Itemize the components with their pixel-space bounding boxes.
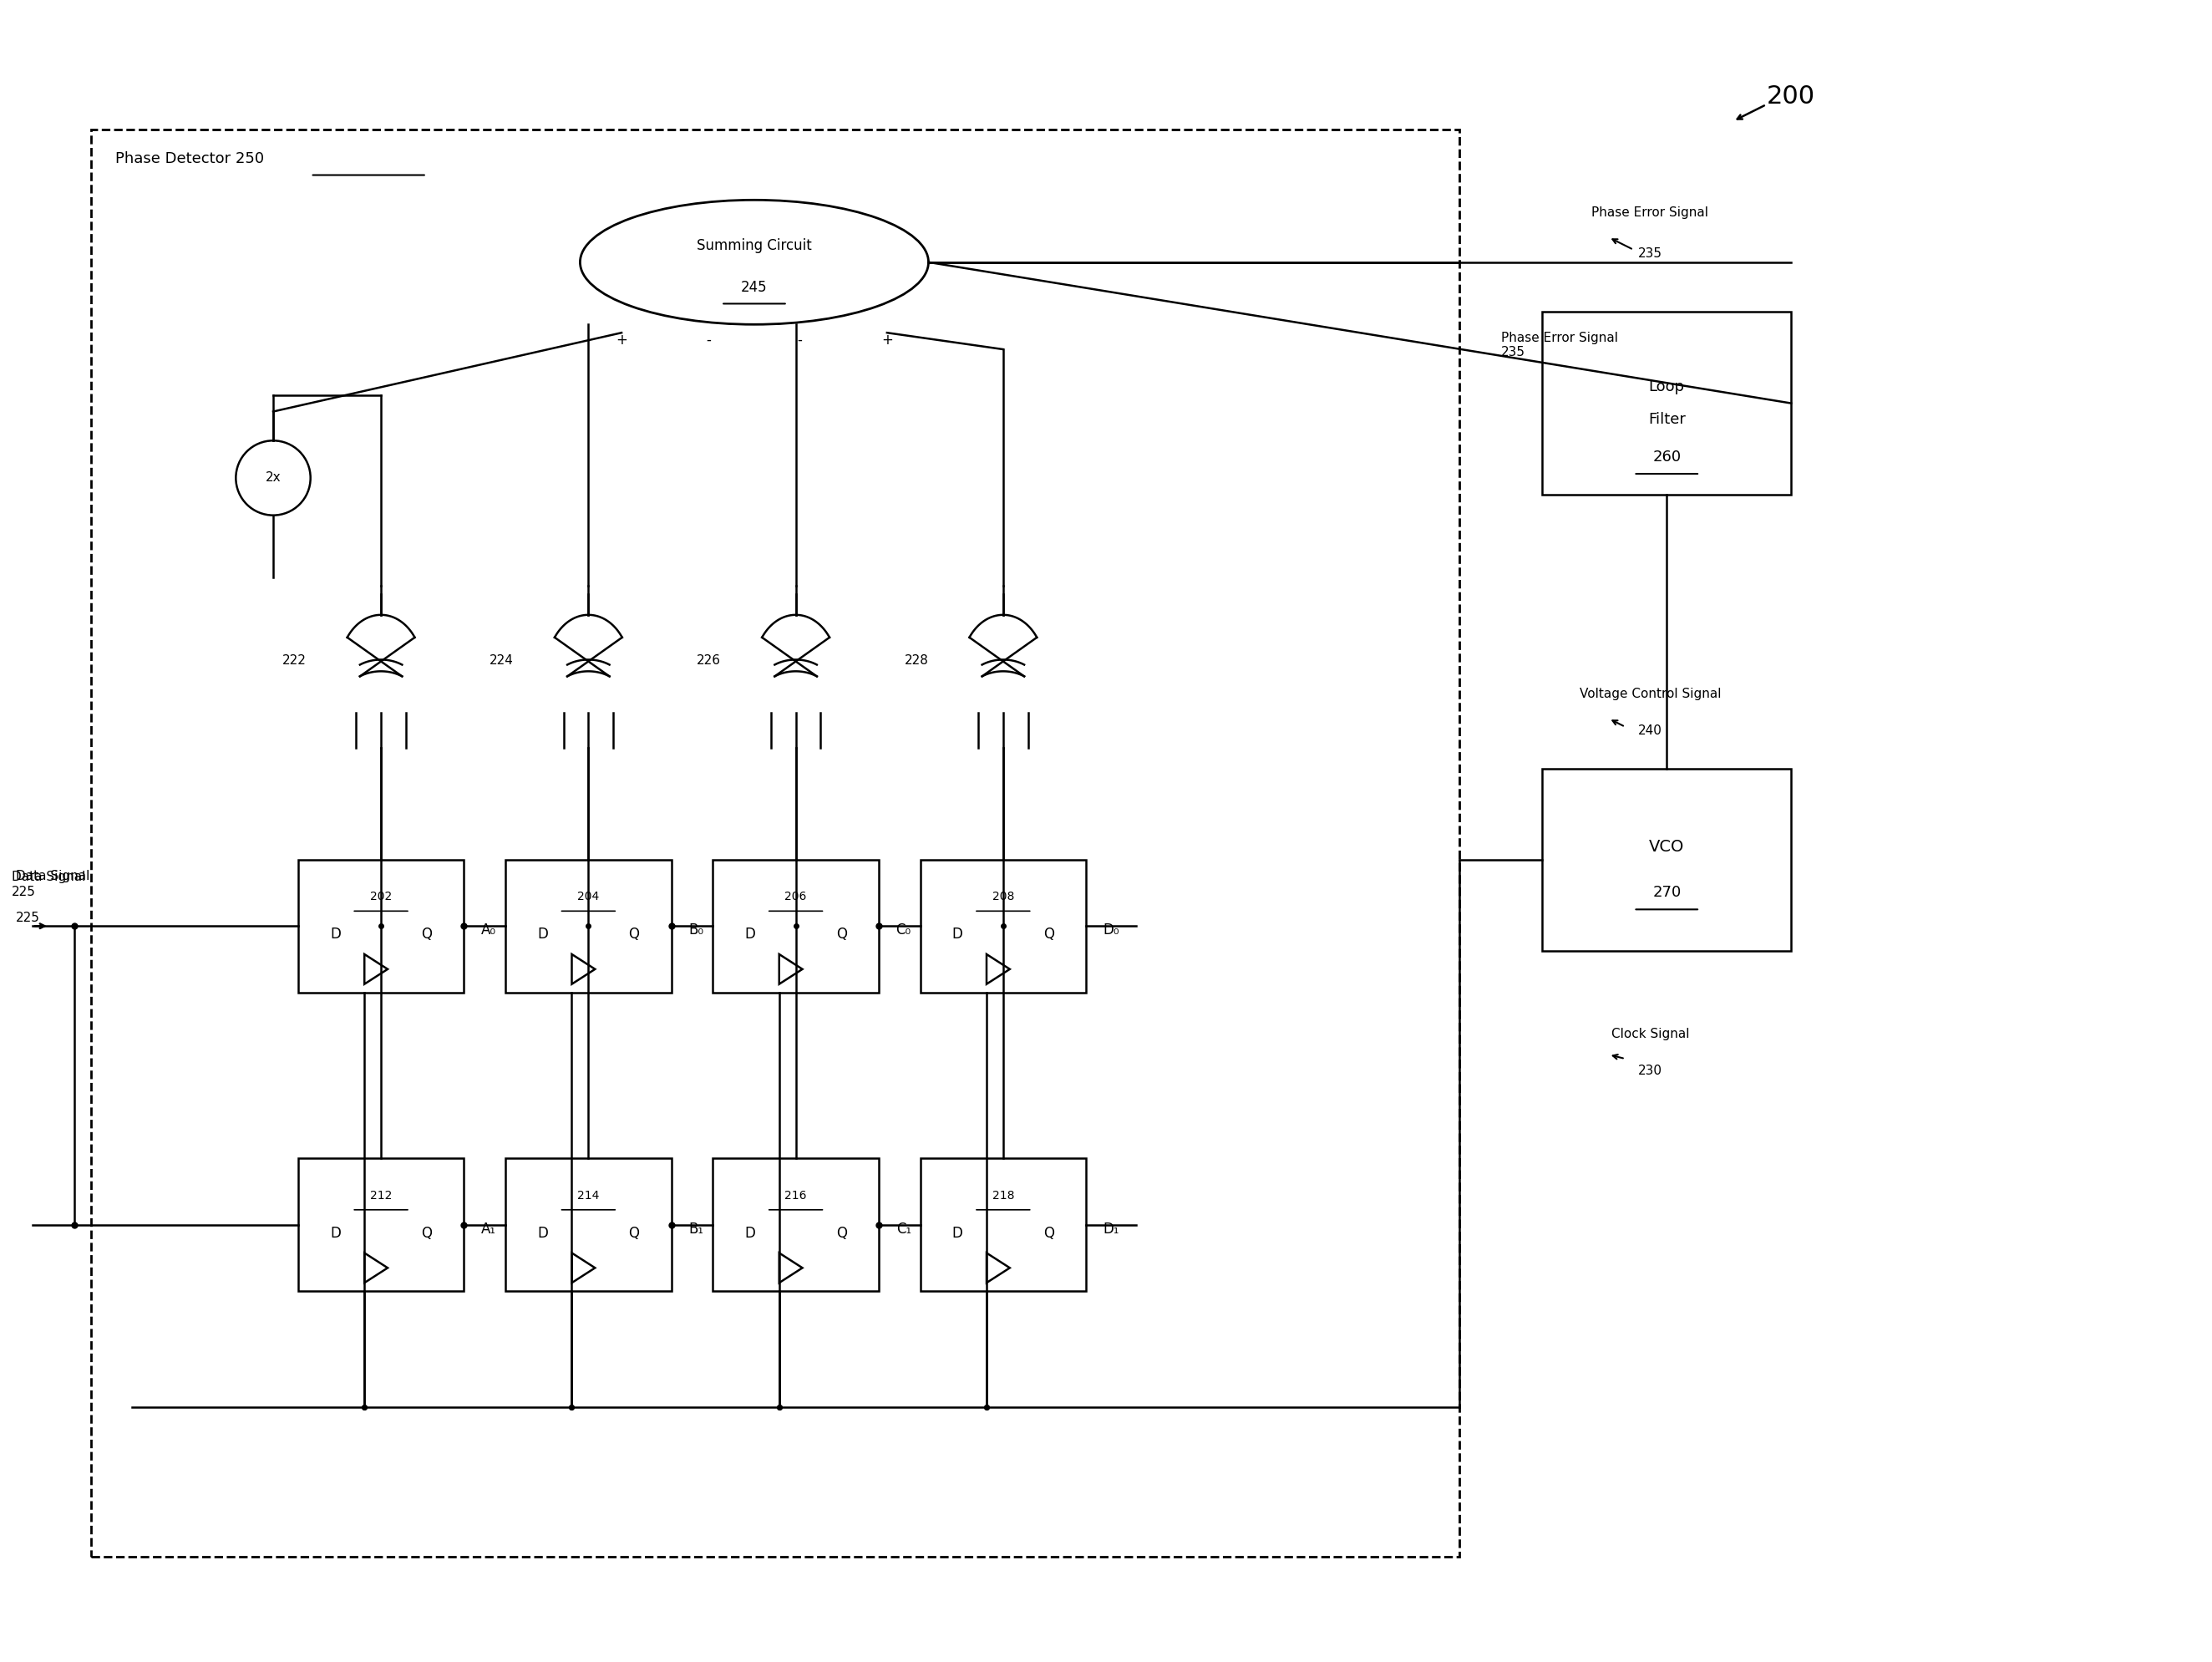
Text: Q: Q (836, 927, 847, 942)
Text: 214: 214 (577, 1190, 599, 1202)
Text: 240: 240 (1639, 725, 1661, 738)
Text: VCO: VCO (1650, 839, 1686, 856)
Text: 200: 200 (1767, 85, 1816, 108)
Text: D: D (745, 1225, 757, 1240)
Text: 208: 208 (993, 891, 1013, 902)
Text: D: D (951, 1225, 962, 1240)
Text: Clock Signal: Clock Signal (1610, 1027, 1690, 1040)
Text: Q: Q (1044, 927, 1055, 942)
Text: Filter: Filter (1648, 412, 1686, 427)
Ellipse shape (580, 199, 929, 324)
Text: C₁: C₁ (896, 1222, 911, 1237)
Bar (299, 1158, 465, 1291)
Text: Q: Q (628, 927, 639, 942)
Text: D₀: D₀ (1104, 922, 1119, 937)
Text: 270: 270 (1652, 886, 1681, 901)
Text: Q: Q (1044, 1225, 1055, 1240)
Text: Loop: Loop (1648, 379, 1686, 394)
Text: 204: 204 (577, 891, 599, 902)
Text: 245: 245 (741, 279, 768, 294)
Text: B₀: B₀ (688, 922, 703, 937)
Bar (299, 859, 465, 992)
Text: D: D (330, 1225, 341, 1240)
Text: +: + (615, 332, 628, 347)
Text: 218: 218 (991, 1190, 1015, 1202)
Text: D: D (951, 927, 962, 942)
Text: D: D (330, 927, 341, 942)
Text: A₀: A₀ (482, 922, 495, 937)
Text: C₀: C₀ (896, 922, 911, 937)
Bar (504, 1158, 670, 1291)
Text: D: D (538, 927, 549, 942)
Text: 230: 230 (1639, 1065, 1661, 1077)
Text: 225: 225 (15, 911, 40, 924)
Text: 224: 224 (489, 655, 513, 666)
Text: Q: Q (420, 1225, 431, 1240)
Text: Phase Detector 250: Phase Detector 250 (115, 151, 265, 166)
Text: 216: 216 (785, 1190, 807, 1202)
Bar (91, 130, 1460, 1557)
Text: +: + (880, 332, 894, 347)
Text: Voltage Control Signal: Voltage Control Signal (1579, 688, 1721, 700)
Bar (920, 1158, 1086, 1291)
Bar (712, 1158, 878, 1291)
Text: 2x: 2x (265, 472, 281, 484)
Text: -: - (799, 332, 803, 347)
Text: 226: 226 (697, 655, 721, 666)
Bar (1542, 768, 1792, 951)
Text: Data Signal
225: Data Signal 225 (11, 871, 86, 897)
Text: 228: 228 (905, 655, 929, 666)
Bar (504, 859, 670, 992)
Text: A₁: A₁ (482, 1222, 495, 1237)
Text: 202: 202 (369, 891, 392, 902)
Text: Phase Error Signal
235: Phase Error Signal 235 (1502, 332, 1617, 359)
Text: 206: 206 (785, 891, 807, 902)
Bar (712, 859, 878, 992)
Text: 260: 260 (1652, 450, 1681, 465)
Text: B₁: B₁ (688, 1222, 703, 1237)
Bar (920, 859, 1086, 992)
Text: 235: 235 (1639, 248, 1661, 261)
Circle shape (237, 440, 310, 515)
Text: Summing Circuit: Summing Circuit (697, 238, 812, 253)
Text: Q: Q (628, 1225, 639, 1240)
Text: Data Signal: Data Signal (15, 869, 91, 883)
Text: 222: 222 (283, 655, 305, 666)
Text: D: D (745, 927, 757, 942)
Text: -: - (706, 332, 710, 347)
Text: Q: Q (836, 1225, 847, 1240)
Text: Q: Q (420, 927, 431, 942)
Text: 212: 212 (369, 1190, 392, 1202)
Bar (1542, 312, 1792, 495)
Text: Phase Error Signal: Phase Error Signal (1593, 206, 1708, 219)
Text: D: D (538, 1225, 549, 1240)
Text: D₁: D₁ (1104, 1222, 1119, 1237)
